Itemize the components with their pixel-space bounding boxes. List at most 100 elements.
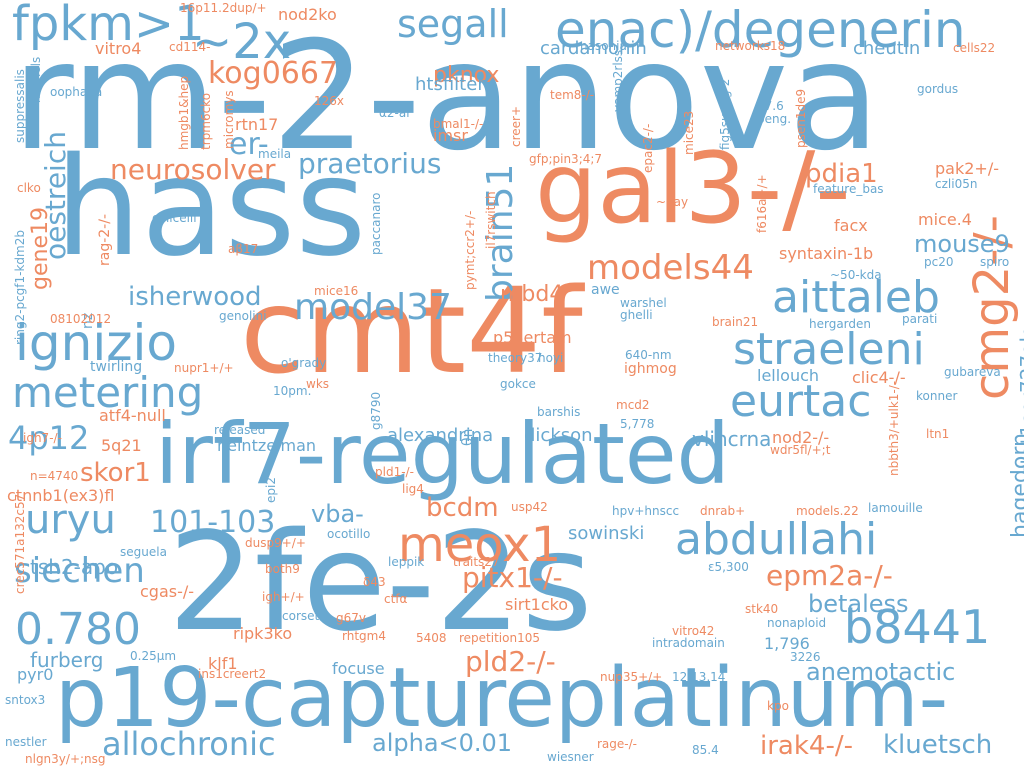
cloud-word-rhtgm4: rhtgm4 [342,629,386,643]
cloud-word-hmgb1-hep: hmgb1&hep [177,75,191,150]
cloud-word-models-22: models.22 [796,504,859,518]
cloud-word-kluetsch: kluetsch [883,730,993,760]
cloud-word-ctnnb1-ex3-fl: ctnnb1(ex3)fl [7,486,115,505]
cloud-word-o-grady: o'grady [281,356,327,370]
cloud-word-gene19: gene19 [28,207,53,290]
cloud-word-leppik: leppik [388,555,425,569]
cloud-word-pymt-ccr2: pymt;ccr2+/- [463,210,477,290]
cloud-word-furberg: furberg [30,648,104,672]
cloud-word-brain21: brain21 [712,315,759,329]
cloud-word-allochronic: allochronic [102,725,276,763]
cloud-word-konner: konner [916,389,958,403]
cloud-word-rtn17: rtn17 [235,115,279,134]
cloud-word-epi2: epi2 [264,477,278,503]
cloud-word-oophaga: oophaga [50,85,103,99]
cloud-word-er: er- [229,127,269,162]
cloud-word-pknox: pknox [433,63,500,88]
cloud-word-2x: ~2x [192,14,292,70]
cloud-word-101-103: 101-103 [150,505,276,540]
cloud-word-ighmog: ighmog [624,361,677,377]
cloud-word-nlgn3y-nsg: nlgn3y/+;nsg [25,752,106,766]
cloud-word-43: δ43 [363,575,386,589]
cloud-word-skor1: skor1 [80,458,151,488]
cloud-word-g67v: g67v [336,611,366,625]
cloud-word-a-17: aβ17 [228,242,259,256]
cloud-word-p53ertam: p53ertam [493,328,572,347]
cloud-word-eurtac: eurtac [730,376,872,427]
cloud-word-fig5supfig-2: fig5supfig-2 [718,78,732,150]
cloud-word-50-kda: ~50-kda [830,268,882,282]
cloud-word-cells22: cells22 [953,41,996,55]
cloud-word-4p12: 4p12 [8,419,90,457]
cloud-word-pld1: pld1-/- [375,465,414,479]
cloud-word-paccanaro: paccanaro [369,192,383,256]
cloud-word-pc20: pc20 [924,255,954,269]
cloud-word-wdr5fl-t: wdr5fl/+;t [770,443,831,457]
cloud-word-16p11-2dup: 16p11.2dup/+ [180,1,267,15]
cloud-word-nod2: nod2-/- [772,428,830,447]
cloud-word-g8790: g8790 [369,391,383,430]
cloud-word-heintzelman: heintzelman [217,436,317,455]
cloud-word-neurosolver: neurosolver [110,153,276,186]
cloud-word-parati: parati [902,312,938,326]
cloud-word-wks: wks [306,377,330,391]
cloud-word-nestler: nestler [5,735,47,749]
cloud-word-vamp2rlss: vamp2rlss [611,49,625,112]
cloud-word-cheutin: cheutin [853,38,921,59]
cloud-word-both9: both9 [265,562,300,576]
cloud-word-traits27: traits27 [453,555,500,569]
cloud-word-2-ar: α2-ar [379,106,412,120]
cloud-word-wiesner: wiesner [547,750,594,764]
cloud-word-gfp-pin3-4-7: gfp;pin3;4;7 [529,152,603,166]
cloud-word-kog0667: kog0667 [208,56,339,91]
cloud-word-5408: 5408 [416,631,447,645]
cloud-word-syntaxin-1b: syntaxin-1b [779,244,874,263]
cloud-word-model37: model37 [294,287,452,328]
cloud-word-5-778: 5,778 [620,417,655,431]
cloud-word-5q21: 5q21 [101,436,142,455]
cloud-word-epm2a: epm2a-/- [766,559,893,592]
cloud-word-theory37: theory37 [488,351,543,365]
cloud-word-vlincrna: vlincrna [692,427,772,451]
cloud-word-0-25-m: 0.25μm [130,649,177,663]
cloud-word-3226: 3226 [790,650,821,664]
cloud-word-tsh2-apo: tsh2-apo [30,555,119,579]
cloud-word-stat1ser727ala: stat1ser727ala [1016,324,1024,475]
cloud-word-vba: vba- [311,500,364,528]
cloud-word-ins1creert2: ins1creert2 [198,667,267,681]
cloud-word-cgas: cgas-/- [140,582,195,601]
cloud-word-gubareva: gubareva [944,365,1001,379]
cloud-word-ignizio: ignizio [15,314,177,372]
cloud-word-640-nm: 640-nm [625,348,672,362]
cloud-word-lamouille: lamouille [868,501,923,515]
cloud-word-gokce: gokce [500,377,536,391]
cloud-word-intradomain: intradomain [652,636,725,650]
cloud-word-models44: models44 [587,248,754,288]
cloud-word-fpkm-1: fpkm>1 [12,0,205,52]
cloud-word-metering: metering [12,368,204,417]
cloud-word-sirt1cko: sirt1cko [505,595,569,614]
cloud-word-mice23: mice23 [682,110,696,155]
cloud-word-clko: clko [17,181,41,195]
cloud-word-pyr0: pyr0 [17,665,54,684]
cloud-word-hpv-hnscc: hpv+hnscc [612,504,680,518]
cloud-word-b8441: b8441 [844,600,991,654]
cloud-word-alexandrina: alexandrina [387,425,494,446]
cloud-word-trpm6cko: trpm6cko [199,92,213,150]
cloud-word-suppressalis: suppressalis [13,69,27,143]
cloud-word-rag-2: rag-2-/- [97,213,113,266]
cloud-word-lig4: lig4 [402,482,424,496]
cloud-word-creer: creer+ [509,105,523,147]
cloud-word-mice-4: mice.4 [918,210,972,229]
cloud-word-alpha-0-01: alpha<0.01 [372,729,513,757]
cloud-word-kpo: kpo [767,699,789,713]
cloud-word-hass: hass [55,129,367,287]
cloud-word-sowinski: sowinski [568,523,645,544]
cloud-word-networks18: networks18 [715,39,786,53]
cloud-word-michels: michels [29,56,43,103]
cloud-word-igh7: igh7-/- [23,431,62,445]
cloud-word-clic4: clic4-/- [852,368,906,387]
cloud-word-htsfilter: htsfilter [415,74,485,95]
cloud-word-10pm: 10pm. [273,384,312,398]
cloud-word-08102012: 08102012 [50,312,112,326]
